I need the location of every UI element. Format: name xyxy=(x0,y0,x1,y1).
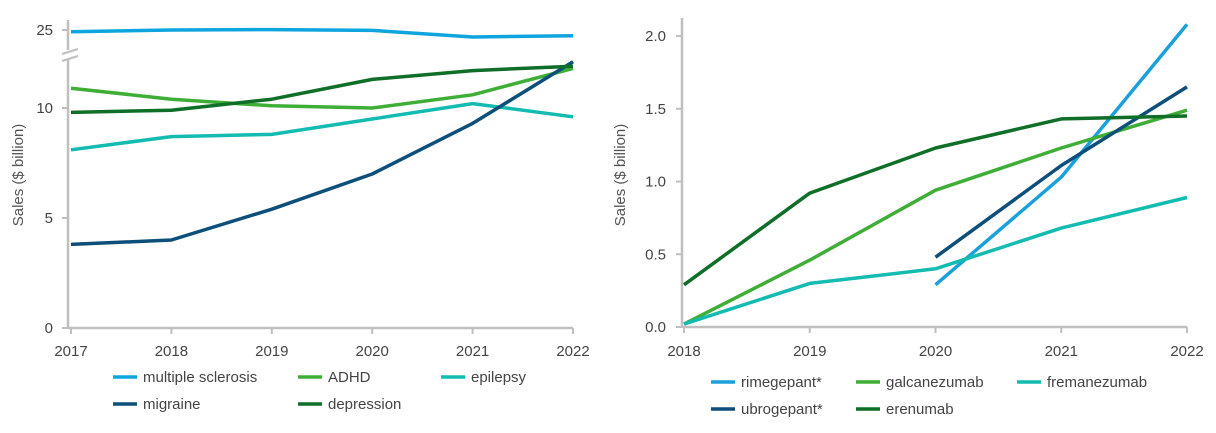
legend-label: erenumab xyxy=(886,401,954,418)
legend-label: epilepsy xyxy=(471,369,527,386)
y-tick-label: 25 xyxy=(36,22,53,39)
y-tick-label: 0 xyxy=(45,320,53,337)
y-tick-label: 2.0 xyxy=(645,28,666,45)
series-line-fremanezumab xyxy=(683,195,1188,326)
series-line-galcanezumab xyxy=(683,108,1188,326)
x-tick-label: 2017 xyxy=(54,343,87,360)
x-tick-label: 2019 xyxy=(255,343,288,360)
legend-label: migraine xyxy=(143,396,201,413)
series-line-depression xyxy=(70,64,574,115)
x-tick-label: 2018 xyxy=(667,343,700,360)
right-chart: 0.0 0.5 1.0 1.5 2.0 2018 2019 2020 2021 2022 Sales… xyxy=(612,18,1204,418)
x-tick-label: 2021 xyxy=(1045,343,1078,360)
y-tick-label: 0.0 xyxy=(645,319,666,336)
series-line-migraine xyxy=(70,60,574,247)
x-tick-label: 2022 xyxy=(556,343,589,360)
x-tick-label: 2022 xyxy=(1170,343,1203,360)
y-axis-title: Sales ($ billion) xyxy=(10,124,27,227)
x-tick-label: 2021 xyxy=(456,343,489,360)
legend-label: galcanezumab xyxy=(886,374,984,391)
x-tick-label: 2020 xyxy=(356,343,389,360)
y-tick-label: 0.5 xyxy=(645,246,666,263)
legend-label: fremanezumab xyxy=(1047,374,1147,391)
axis-break-mark xyxy=(61,55,79,62)
y-tick-label: 1.0 xyxy=(645,174,666,191)
legend-label: rimegepant* xyxy=(741,374,822,391)
x-tick-label: 2019 xyxy=(793,343,826,360)
series-line-adhd xyxy=(70,66,574,110)
series-line-ubrogepant- xyxy=(934,85,1188,259)
x-tick-label: 2018 xyxy=(155,343,188,360)
series-line-erenumab xyxy=(682,114,1188,287)
left-chart: 0 5 10 25 2017 2018 2019 2020 2021 2022 Sales ($ b… xyxy=(10,20,590,413)
legend-label: ADHD xyxy=(328,369,371,386)
legend-label: depression xyxy=(328,396,401,413)
y-tick-label: 5 xyxy=(45,210,53,227)
legend-label: ubrogepant* xyxy=(741,401,823,418)
legend-label: multiple sclerosis xyxy=(143,369,257,386)
series-line-epilepsy xyxy=(70,101,574,152)
series-line-multiple-sclerosis xyxy=(70,27,574,39)
y-tick-label: 10 xyxy=(36,100,53,117)
y-tick-label: 1.5 xyxy=(645,101,666,118)
y-axis-title: Sales ($ billion) xyxy=(612,124,629,227)
axis-break-mark xyxy=(61,48,79,55)
x-tick-label: 2020 xyxy=(919,343,952,360)
series-line-rimegepant- xyxy=(934,23,1189,287)
